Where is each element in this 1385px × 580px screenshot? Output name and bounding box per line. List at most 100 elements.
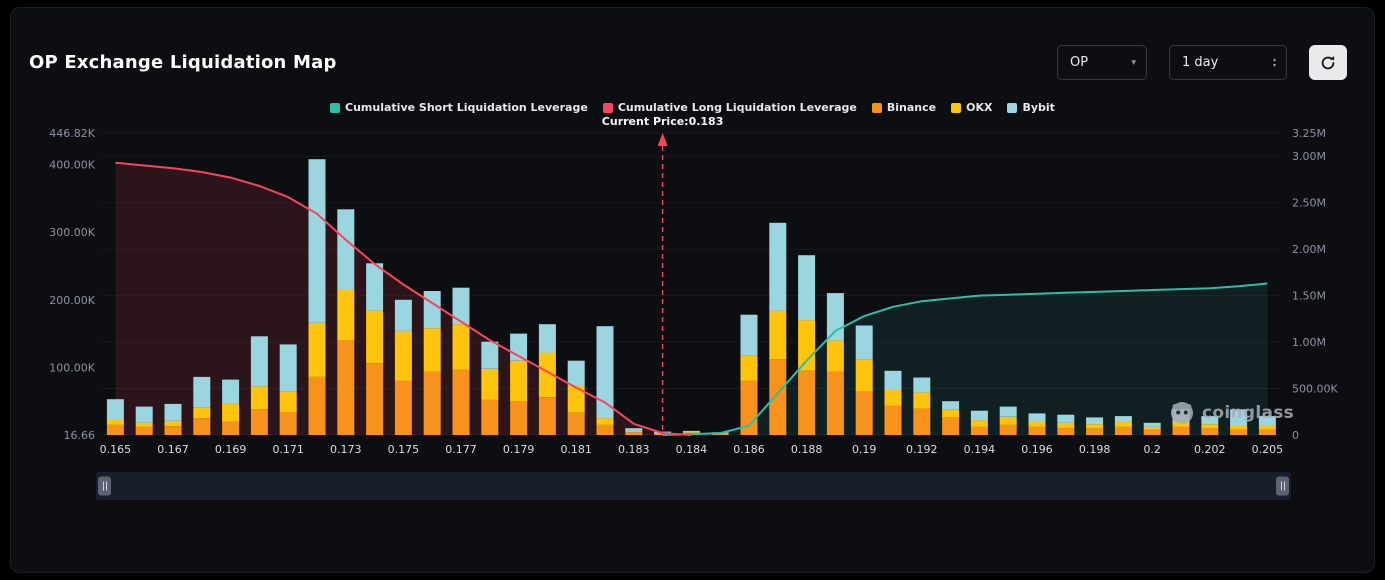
bar-segment[interactable] (308, 376, 326, 435)
bar-segment[interactable] (826, 340, 844, 372)
bar-segment[interactable] (106, 424, 124, 435)
bar-segment[interactable] (1057, 414, 1075, 423)
bar-segment[interactable] (798, 255, 816, 321)
datazoom-left-handle[interactable] (98, 476, 111, 496)
bar-segment[interactable] (164, 426, 182, 435)
bar-segment[interactable] (394, 330, 412, 381)
bar-segment[interactable] (826, 371, 844, 436)
bar-segment[interactable] (1258, 425, 1276, 430)
bar-segment[interactable] (193, 376, 211, 408)
bar-segment[interactable] (481, 399, 499, 435)
bar-segment[interactable] (1201, 428, 1219, 435)
bar-segment[interactable] (250, 386, 268, 410)
bar-segment[interactable] (1086, 428, 1104, 435)
bar-segment[interactable] (279, 391, 297, 412)
bar-segment[interactable] (711, 434, 729, 435)
bar-segment[interactable] (366, 310, 384, 364)
legend-item[interactable]: Bybit (1007, 101, 1055, 114)
bar-segment[interactable] (423, 371, 441, 436)
bar-segment[interactable] (308, 322, 326, 377)
bar-segment[interactable] (567, 385, 585, 413)
bar-segment[interactable] (452, 324, 470, 370)
bar-segment[interactable] (222, 421, 240, 436)
bar-segment[interactable] (222, 379, 240, 404)
bar-segment[interactable] (193, 407, 211, 419)
bar-segment[interactable] (999, 416, 1017, 425)
bar-segment[interactable] (1057, 428, 1075, 435)
bar-segment[interactable] (567, 412, 585, 435)
bar-segment[interactable] (1114, 421, 1132, 427)
bar-segment[interactable] (913, 392, 931, 409)
bar-segment[interactable] (337, 289, 355, 341)
bar-segment[interactable] (164, 403, 182, 421)
bar-segment[interactable] (740, 355, 758, 381)
bar-segment[interactable] (394, 299, 412, 331)
bar-segment[interactable] (855, 325, 873, 360)
bar-segment[interactable] (538, 324, 556, 353)
bar-segment[interactable] (337, 340, 355, 435)
legend-item[interactable]: Binance (871, 101, 936, 114)
bar-segment[interactable] (193, 418, 211, 435)
bar-segment[interactable] (999, 406, 1017, 417)
bar-segment[interactable] (1086, 417, 1104, 425)
bar-segment[interactable] (1028, 421, 1046, 427)
symbol-select[interactable]: OP ▾ (1057, 45, 1147, 80)
bar-segment[interactable] (337, 209, 355, 290)
bar-segment[interactable] (452, 369, 470, 435)
bar-segment[interactable] (625, 432, 643, 435)
legend-item[interactable]: Cumulative Short Liquidation Leverage (330, 101, 588, 114)
bar-segment[interactable] (481, 341, 499, 369)
bar-segment[interactable] (1114, 416, 1132, 422)
bar-segment[interactable] (884, 370, 902, 389)
bar-segment[interactable] (1143, 422, 1161, 427)
bar-segment[interactable] (1057, 422, 1075, 429)
bar-segment[interactable] (596, 326, 614, 419)
bar-segment[interactable] (884, 389, 902, 406)
bar-segment[interactable] (1258, 416, 1276, 426)
bar-segment[interactable] (279, 344, 297, 392)
bar-segment[interactable] (855, 359, 873, 392)
bar-segment[interactable] (538, 352, 556, 398)
bar-segment[interactable] (510, 401, 528, 435)
bar-segment[interactable] (510, 360, 528, 402)
bar-segment[interactable] (884, 405, 902, 435)
stepper-arrows-icon[interactable]: ▴ ▾ (1272, 55, 1276, 69)
bar-segment[interactable] (798, 320, 816, 371)
bar-segment[interactable] (135, 426, 153, 435)
legend-item[interactable]: OKX (951, 101, 992, 114)
bar-segment[interactable] (970, 420, 988, 427)
bar-segment[interactable] (394, 380, 412, 435)
bar-segment[interactable] (538, 397, 556, 435)
bar-segment[interactable] (222, 403, 240, 422)
bar-segment[interactable] (106, 399, 124, 420)
bar-segment[interactable] (1230, 429, 1248, 435)
bar-segment[interactable] (308, 159, 326, 323)
bar-segment[interactable] (423, 291, 441, 329)
bar-segment[interactable] (942, 417, 960, 435)
bar-segment[interactable] (942, 409, 960, 418)
bar-segment[interactable] (106, 419, 124, 425)
bar-segment[interactable] (423, 328, 441, 372)
bar-segment[interactable] (250, 409, 268, 435)
bar-segment[interactable] (567, 360, 585, 385)
bar-segment[interactable] (279, 412, 297, 435)
legend-item[interactable]: Cumulative Long Liquidation Leverage (602, 101, 857, 114)
bar-segment[interactable] (970, 426, 988, 435)
bar-segment[interactable] (769, 359, 787, 435)
bar-segment[interactable] (1172, 421, 1190, 427)
bar-segment[interactable] (682, 430, 700, 433)
bar-segment[interactable] (1172, 426, 1190, 435)
bar-segment[interactable] (1114, 426, 1132, 435)
bar-segment[interactable] (625, 428, 643, 431)
bar-segment[interactable] (250, 336, 268, 387)
bar-segment[interactable] (164, 420, 182, 427)
bar-segment[interactable] (740, 314, 758, 356)
bar-segment[interactable] (999, 424, 1017, 435)
bar-segment[interactable] (1258, 429, 1276, 435)
bar-segment[interactable] (942, 401, 960, 410)
bar-segment[interactable] (1201, 416, 1219, 425)
period-select[interactable]: 1 day ▴ ▾ (1169, 45, 1287, 80)
bar-segment[interactable] (625, 430, 643, 433)
bar-segment[interactable] (769, 222, 787, 311)
bar-segment[interactable] (1143, 429, 1161, 435)
